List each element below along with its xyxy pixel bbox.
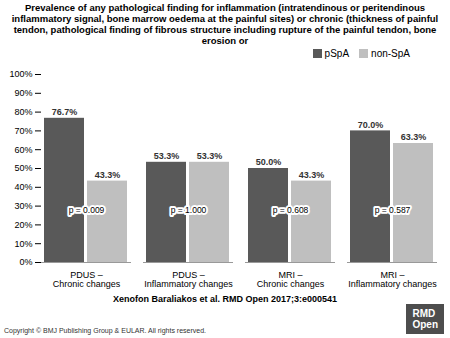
svg-text:PDUS –Chronic changes: PDUS –Chronic changes <box>53 270 121 289</box>
svg-text:50.0%: 50.0% <box>256 157 282 167</box>
svg-text:p = 0.608: p = 0.608 <box>273 205 309 215</box>
svg-text:0%: 0% <box>19 257 32 267</box>
html-text:Open: Open <box>412 319 438 330</box>
svg-text:43.3%: 43.3% <box>95 170 121 180</box>
svg-text:90%: 90% <box>14 88 32 98</box>
svg-text:20%: 20% <box>14 220 32 230</box>
svg-text:30%: 30% <box>14 201 32 211</box>
svg-text:p = 0.587: p = 0.587 <box>375 205 411 215</box>
svg-text:70%: 70% <box>14 126 32 136</box>
svg-text:50%: 50% <box>14 163 32 173</box>
svg-text:53.3%: 53.3% <box>154 151 180 161</box>
svg-text:53.3%: 53.3% <box>197 151 223 161</box>
svg-text:PDUS –Inflammatory changes: PDUS –Inflammatory changes <box>144 270 233 289</box>
svg-text:MRI –Chronic changes: MRI –Chronic changes <box>257 270 325 289</box>
html-text:RMD: RMD <box>412 308 436 319</box>
svg-text:p = 0.009: p = 0.009 <box>69 205 105 215</box>
html-text:pSpA: pSpA <box>324 47 350 59</box>
svg-text:MRI –Inflammatory changes: MRI –Inflammatory changes <box>348 270 437 289</box>
svg-text:p = 1.000: p = 1.000 <box>171 205 207 215</box>
html-text:Prevalence of any pathological: Prevalence of any pathological finding f… <box>11 2 439 46</box>
svg-text:40%: 40% <box>14 182 32 192</box>
svg-text:80%: 80% <box>14 107 32 117</box>
svg-text:60%: 60% <box>14 145 32 155</box>
html-text:non-SpA: non-SpA <box>371 47 410 59</box>
svg-text:76.7%: 76.7% <box>52 107 78 117</box>
html-text:Xenofon Baraliakos et al. RMD: Xenofon Baraliakos et al. RMD Open 2017;… <box>113 294 337 304</box>
svg-text:63.3%: 63.3% <box>401 132 427 142</box>
svg-text:100%: 100% <box>9 69 32 79</box>
svg-text:43.3%: 43.3% <box>299 170 325 180</box>
svg-text:10%: 10% <box>14 239 32 249</box>
svg-text:70.0%: 70.0% <box>358 120 384 130</box>
html-text:Copyright © BMJ Publishing Gro: Copyright © BMJ Publishing Group & EULAR… <box>4 327 206 334</box>
